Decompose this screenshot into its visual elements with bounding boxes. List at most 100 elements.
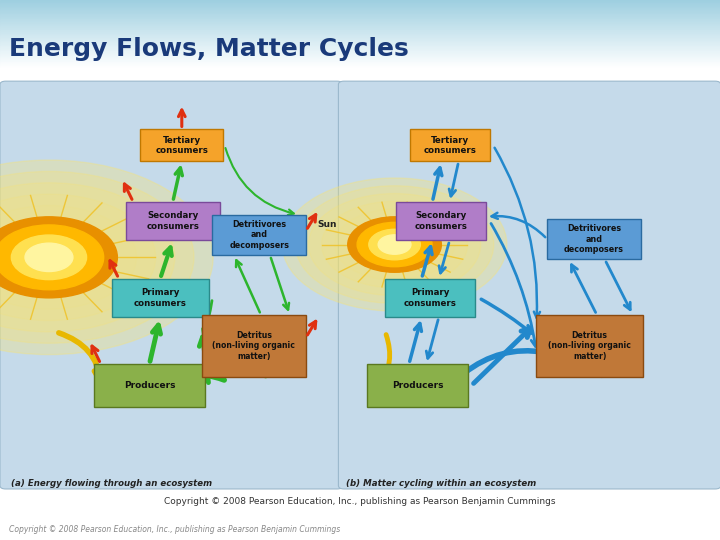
Bar xyxy=(0,45,720,46)
Text: Copyright © 2008 Pearson Education, Inc., publishing as Pearson Benjamin Cumming: Copyright © 2008 Pearson Education, Inc.… xyxy=(164,497,556,507)
FancyBboxPatch shape xyxy=(536,315,643,377)
Circle shape xyxy=(357,222,432,267)
Circle shape xyxy=(308,193,481,295)
FancyBboxPatch shape xyxy=(396,202,486,240)
Bar xyxy=(0,2,720,3)
Text: Producers: Producers xyxy=(124,381,175,390)
Circle shape xyxy=(335,209,454,280)
Text: Detritivores
and
decomposers: Detritivores and decomposers xyxy=(564,224,624,254)
Bar xyxy=(0,50,720,51)
Bar xyxy=(0,30,720,31)
Bar xyxy=(0,21,720,22)
Bar xyxy=(0,44,720,45)
Text: (b) Matter cycling within an ecosystem: (b) Matter cycling within an ecosystem xyxy=(346,478,536,488)
Bar xyxy=(0,49,720,50)
FancyBboxPatch shape xyxy=(140,130,223,161)
Circle shape xyxy=(295,186,494,303)
Bar xyxy=(0,58,720,59)
Text: Secondary
consumers: Secondary consumers xyxy=(415,211,467,231)
Bar xyxy=(0,6,720,8)
Bar xyxy=(0,8,720,9)
FancyBboxPatch shape xyxy=(94,364,205,407)
FancyBboxPatch shape xyxy=(126,202,220,240)
Bar xyxy=(0,53,720,54)
Bar xyxy=(0,20,720,21)
Circle shape xyxy=(25,243,73,272)
Bar xyxy=(0,4,720,5)
Circle shape xyxy=(0,194,156,321)
FancyBboxPatch shape xyxy=(547,219,641,259)
Bar xyxy=(0,38,720,39)
Text: Copyright © 2008 Pearson Education, Inc., publishing as Pearson Benjamin Cumming: Copyright © 2008 Pearson Education, Inc.… xyxy=(9,525,340,534)
Circle shape xyxy=(12,235,86,280)
Bar xyxy=(0,10,720,11)
Bar xyxy=(0,35,720,36)
Text: Tertiary
consumers: Tertiary consumers xyxy=(423,136,477,155)
Bar xyxy=(0,37,720,38)
Bar xyxy=(0,19,720,20)
Circle shape xyxy=(348,217,441,272)
Circle shape xyxy=(282,178,507,311)
Bar xyxy=(0,40,720,42)
Bar xyxy=(0,42,720,43)
Bar xyxy=(0,25,720,26)
Text: Primary
consumers: Primary consumers xyxy=(134,288,186,308)
Bar xyxy=(0,57,720,58)
FancyBboxPatch shape xyxy=(410,130,490,161)
Bar xyxy=(0,65,720,66)
Bar xyxy=(0,47,720,48)
Bar xyxy=(0,31,720,32)
Bar xyxy=(0,12,720,14)
Text: (a) Energy flowing through an ecosystem: (a) Energy flowing through an ecosystem xyxy=(11,478,212,488)
Bar xyxy=(0,43,720,44)
Circle shape xyxy=(0,217,117,298)
Bar xyxy=(0,28,720,29)
Bar xyxy=(0,46,720,47)
Bar xyxy=(0,32,720,33)
Bar xyxy=(0,5,720,6)
Circle shape xyxy=(369,230,420,260)
Circle shape xyxy=(322,201,467,288)
FancyBboxPatch shape xyxy=(202,315,306,377)
Text: Detritus
(non-living organic
matter): Detritus (non-living organic matter) xyxy=(212,331,295,361)
Bar xyxy=(0,26,720,27)
FancyBboxPatch shape xyxy=(0,81,343,489)
Text: Sun: Sun xyxy=(317,220,336,230)
Bar xyxy=(0,27,720,28)
Text: Tertiary
consumers: Tertiary consumers xyxy=(156,136,208,155)
Bar xyxy=(0,66,720,68)
Bar xyxy=(0,54,720,55)
Circle shape xyxy=(0,225,104,290)
Bar xyxy=(0,1,720,2)
Bar xyxy=(0,33,720,35)
Bar xyxy=(0,11,720,12)
Bar xyxy=(0,62,720,63)
Bar xyxy=(0,39,720,40)
Text: Primary
consumers: Primary consumers xyxy=(404,288,456,308)
Bar xyxy=(0,0,720,1)
Text: Secondary
consumers: Secondary consumers xyxy=(146,211,199,231)
Bar xyxy=(0,56,720,57)
Bar xyxy=(0,16,720,17)
Bar xyxy=(0,17,720,18)
Bar xyxy=(0,64,720,65)
Bar xyxy=(0,24,720,25)
Bar xyxy=(0,15,720,16)
Bar xyxy=(0,14,720,15)
FancyBboxPatch shape xyxy=(212,215,306,255)
Circle shape xyxy=(0,171,194,343)
Bar xyxy=(0,52,720,53)
Text: Detritus
(non-living organic
matter): Detritus (non-living organic matter) xyxy=(548,331,631,361)
Bar xyxy=(0,36,720,37)
Bar xyxy=(0,9,720,10)
Text: Energy Flows, Matter Cycles: Energy Flows, Matter Cycles xyxy=(9,37,408,60)
Bar xyxy=(0,22,720,23)
FancyBboxPatch shape xyxy=(385,279,475,317)
Bar xyxy=(0,51,720,52)
FancyBboxPatch shape xyxy=(367,364,468,407)
Bar xyxy=(0,60,720,62)
Bar xyxy=(0,55,720,56)
Bar xyxy=(0,63,720,64)
Bar xyxy=(0,18,720,19)
Bar xyxy=(0,23,720,24)
